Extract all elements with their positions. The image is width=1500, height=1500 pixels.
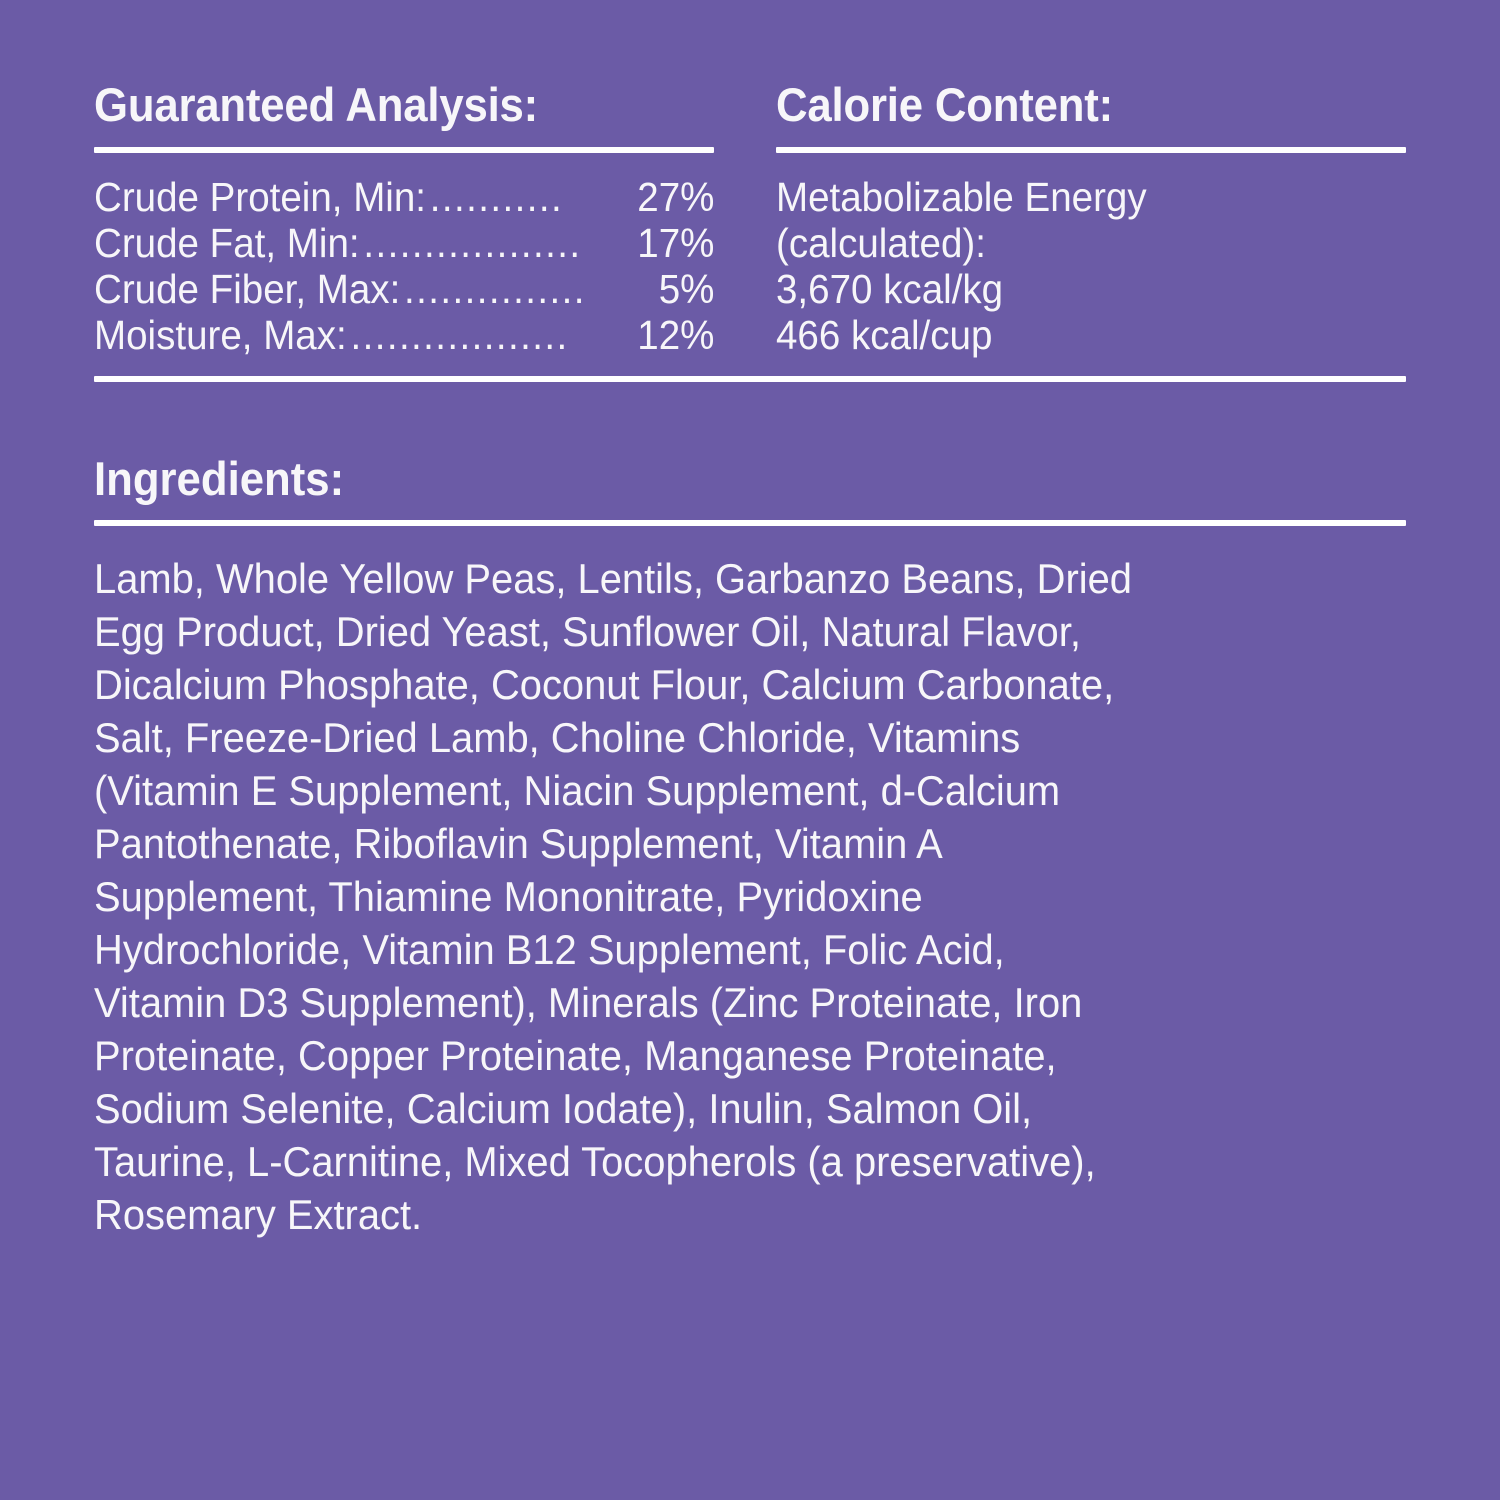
ingredients-line: Taurine, L-Carnitine, Mixed Tocopherols … [94,1138,1096,1185]
ingredients-section: Ingredients: Lamb, Whole Yellow Peas, Le… [94,452,1406,1241]
calorie-content-lines: Metabolizable Energy (calculated): 3,670… [776,174,1406,358]
ingredients-line: Proteinate, Copper Proteinate, Manganese… [94,1032,1057,1079]
ingredients-line: Lamb, Whole Yellow Peas, Lentils, Garban… [94,555,1132,602]
ingredients-heading: Ingredients: [94,452,345,505]
ingredients-line: Sodium Selenite, Calcium Iodate), Inulin… [94,1085,1033,1132]
ingredients-line: Pantothenate, Riboflavin Supplement, Vit… [94,820,943,867]
calorie-content-heading: Calorie Content: [776,78,1113,131]
section-separator-divider [94,376,1406,382]
calorie-line: (calculated): [776,220,986,266]
guaranteed-analysis-rows: Crude Protein, Min: ........... 27% Crud… [94,174,714,358]
guaranteed-analysis-section: Guaranteed Analysis: Crude Protein, Min:… [94,78,714,358]
calorie-content-divider [776,147,1406,153]
ingredients-line: (Vitamin E Supplement, Niacin Supplement… [94,767,1061,814]
analysis-value: 5% [658,266,715,312]
calorie-content-section: Calorie Content: Metabolizable Energy (c… [776,78,1406,358]
ingredients-line: Supplement, Thiamine Mononitrate, Pyrido… [94,873,923,920]
analysis-label: Crude Protein, Min: [94,174,427,220]
nutrition-top-block: Guaranteed Analysis: Crude Protein, Min:… [94,78,1406,358]
analysis-row: Crude Fat, Min: .................. 17% [94,220,714,266]
analysis-leader-dots: .................. [363,220,582,266]
analysis-value: 17% [637,220,715,266]
guaranteed-analysis-divider [94,147,714,153]
analysis-leader-dots: .................. [350,312,569,358]
analysis-label: Crude Fat, Min: [94,220,360,266]
ingredients-line: Dicalcium Phosphate, Coconut Flour, Calc… [94,661,1115,708]
ingredients-line: Salt, Freeze-Dried Lamb, Choline Chlorid… [94,714,1021,761]
calorie-line: Metabolizable Energy [776,174,1147,220]
analysis-row: Moisture, Max: .................. 12% [94,312,714,358]
ingredients-line: Hydrochloride, Vitamin B12 Supplement, F… [94,926,1005,973]
ingredients-list-text: Lamb, Whole Yellow Peas, Lentils, Garban… [94,552,1405,1241]
ingredients-divider [94,520,1406,526]
analysis-value: 27% [637,174,715,220]
ingredients-line: Vitamin D3 Supplement), Minerals (Zinc P… [94,979,1083,1026]
analysis-label: Crude Fiber, Max: [94,266,401,312]
ingredients-line: Rosemary Extract. [94,1191,423,1238]
analysis-label: Moisture, Max: [94,312,347,358]
calorie-line: 3,670 kcal/kg [776,266,1004,312]
analysis-row: Crude Protein, Min: ........... 27% [94,174,714,220]
guaranteed-analysis-heading: Guaranteed Analysis: [94,78,539,131]
analysis-row: Crude Fiber, Max: ............... 5% [94,266,714,312]
calorie-line: 466 kcal/cup [776,312,993,358]
ingredients-line: Egg Product, Dried Yeast, Sunflower Oil,… [94,608,1081,655]
analysis-leader-dots: ............... [404,266,586,312]
analysis-value: 12% [637,312,715,358]
analysis-leader-dots: ........... [429,174,564,220]
